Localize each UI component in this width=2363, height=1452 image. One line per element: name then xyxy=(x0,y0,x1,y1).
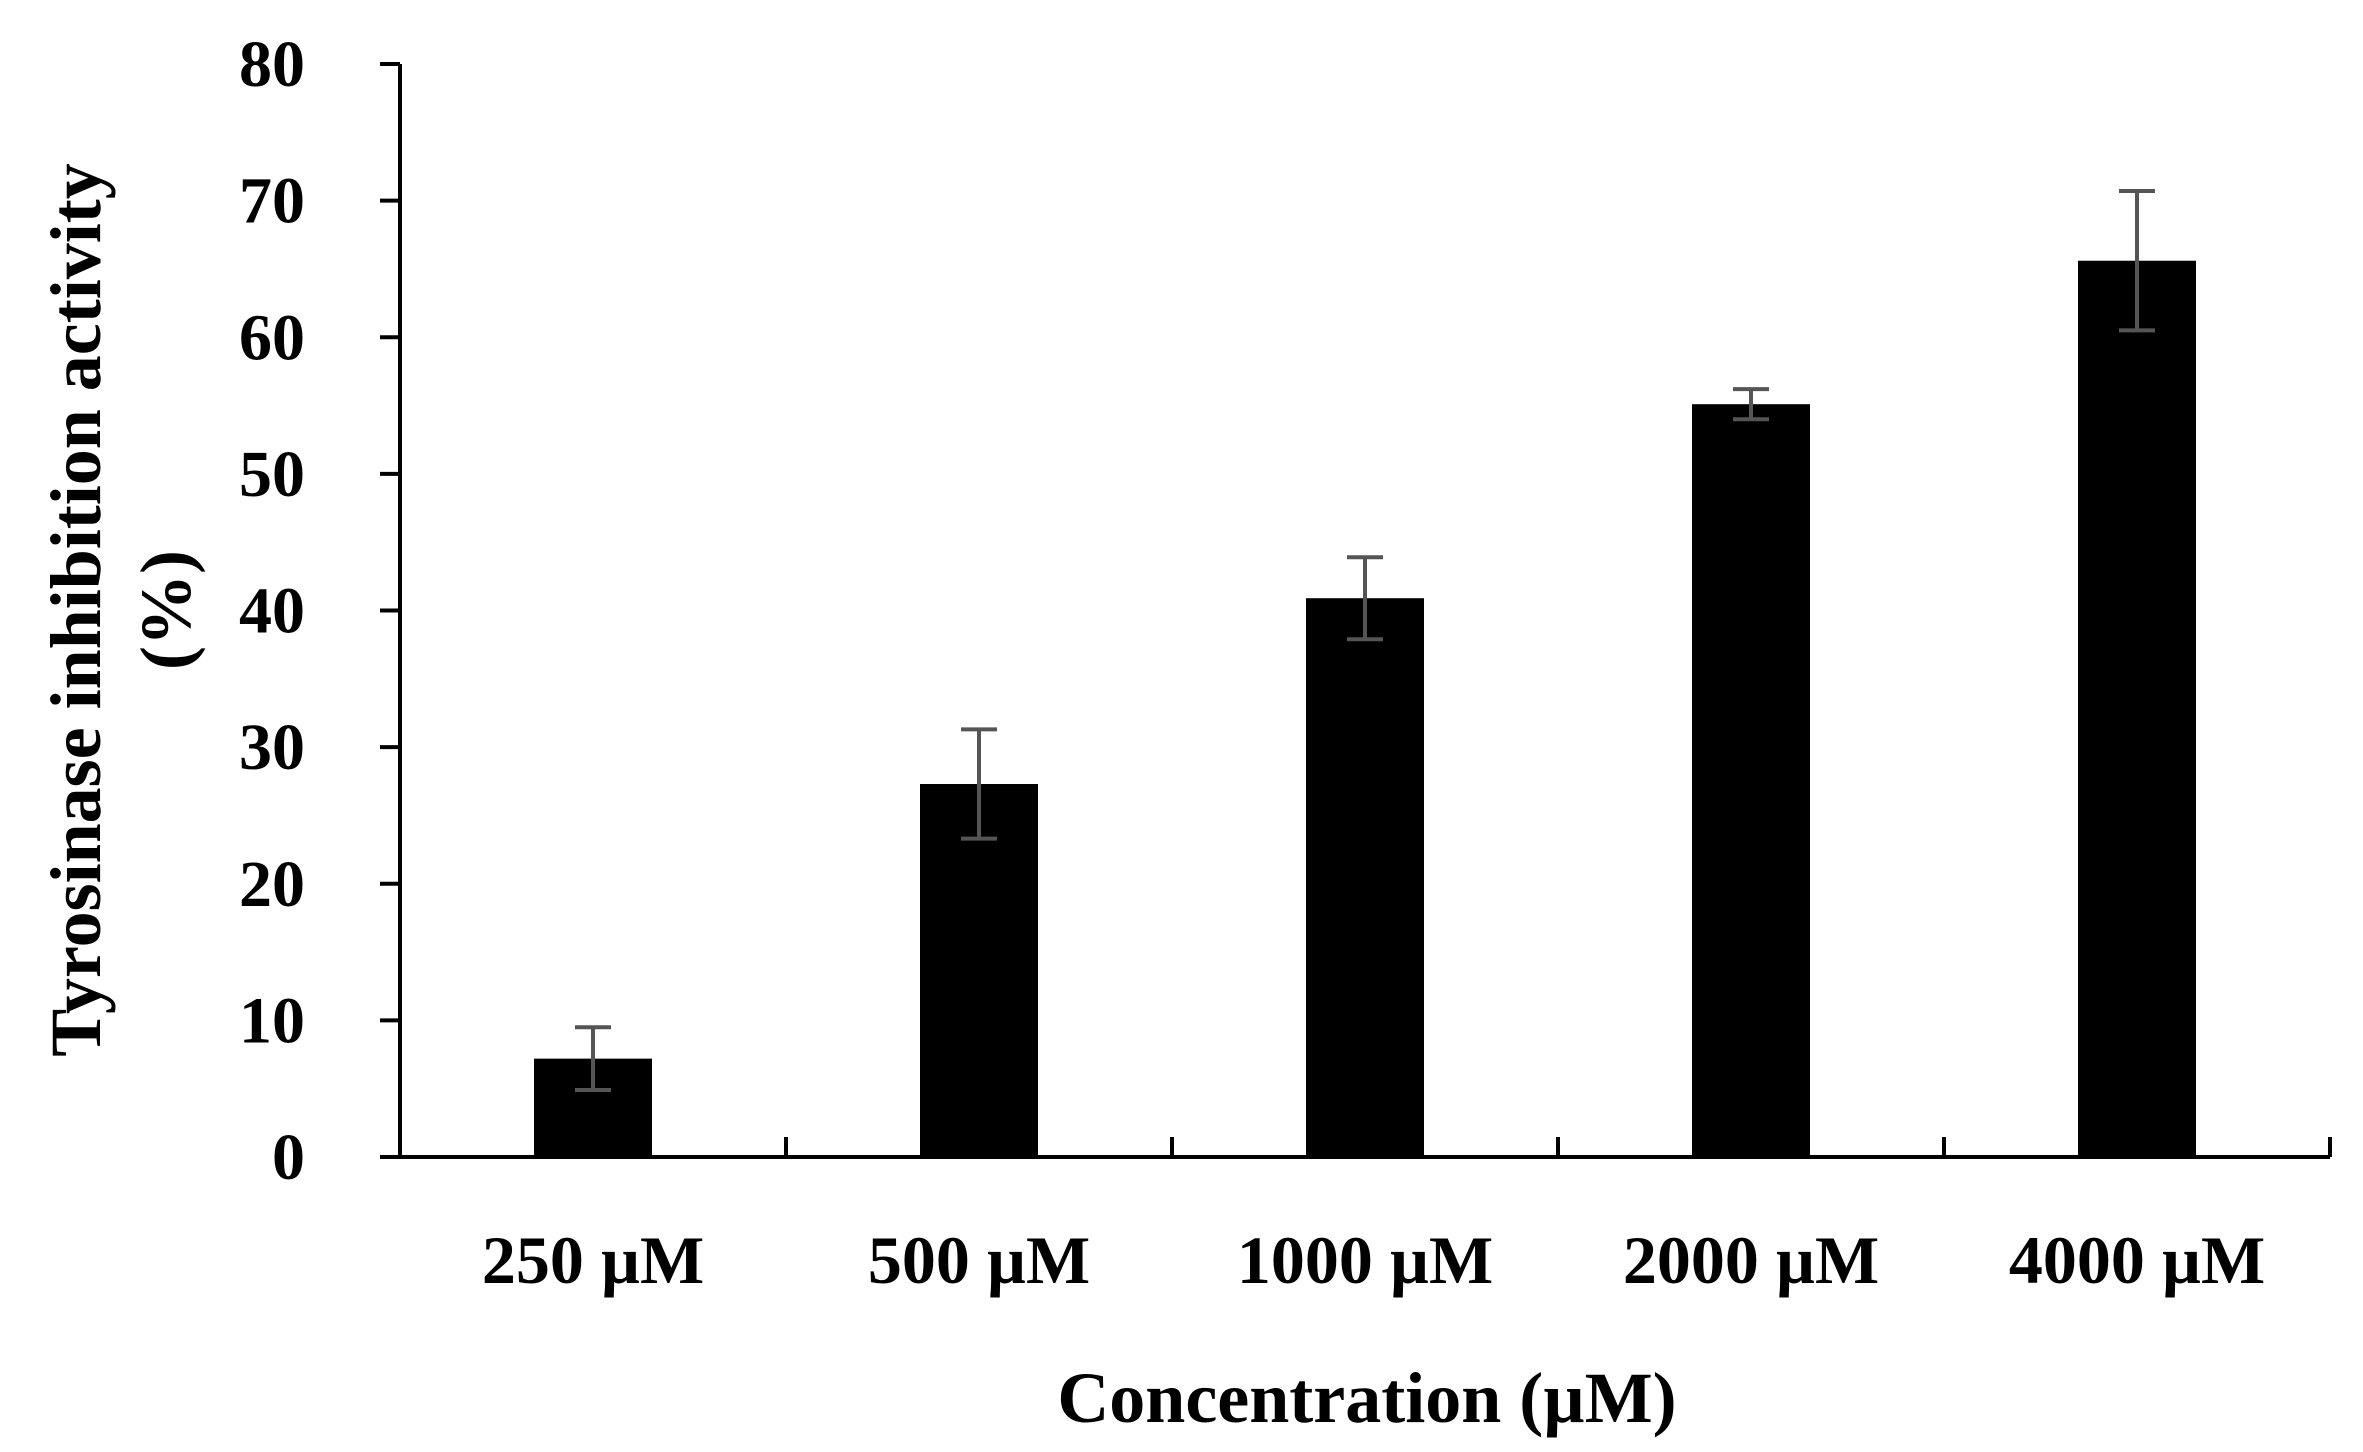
x-tick-label: 1000 µM xyxy=(1237,1222,1493,1298)
error-bars xyxy=(575,189,2155,1093)
x-tick-label: 2000 µM xyxy=(1623,1222,1879,1298)
bars xyxy=(534,260,2196,1157)
y-tick-label: 40 xyxy=(239,575,305,648)
bar xyxy=(920,784,1038,1157)
x-axis-ticks: 250 µM 500 µM 1000 µM 2000 µM 4000 µM xyxy=(482,1137,2332,1298)
y-axis-title-line-1: Tyrosinase inhibition activity xyxy=(36,163,116,1056)
y-axis-ticks: 0 10 20 30 40 50 60 70 80 xyxy=(239,28,400,1194)
x-tick-label: 4000 µM xyxy=(2009,1222,2265,1298)
y-tick-label: 70 xyxy=(239,165,305,238)
y-tick-label: 10 xyxy=(239,984,305,1057)
y-tick-label: 30 xyxy=(239,711,305,784)
y-tick-label: 20 xyxy=(239,848,305,921)
y-tick-label: 60 xyxy=(239,301,305,374)
x-axis-title: Concentration (µM) xyxy=(1057,1358,1676,1438)
bar xyxy=(1692,404,1810,1157)
bar xyxy=(1306,598,1424,1157)
x-tick-label: 250 µM xyxy=(482,1222,704,1298)
y-tick-label: 0 xyxy=(272,1121,305,1194)
y-tick-label: 50 xyxy=(239,438,305,511)
y-tick-label: 80 xyxy=(239,28,305,101)
x-tick-label: 500 µM xyxy=(868,1222,1090,1298)
y-axis-title-line-2: (%) xyxy=(126,550,206,670)
bar xyxy=(2078,260,2196,1157)
